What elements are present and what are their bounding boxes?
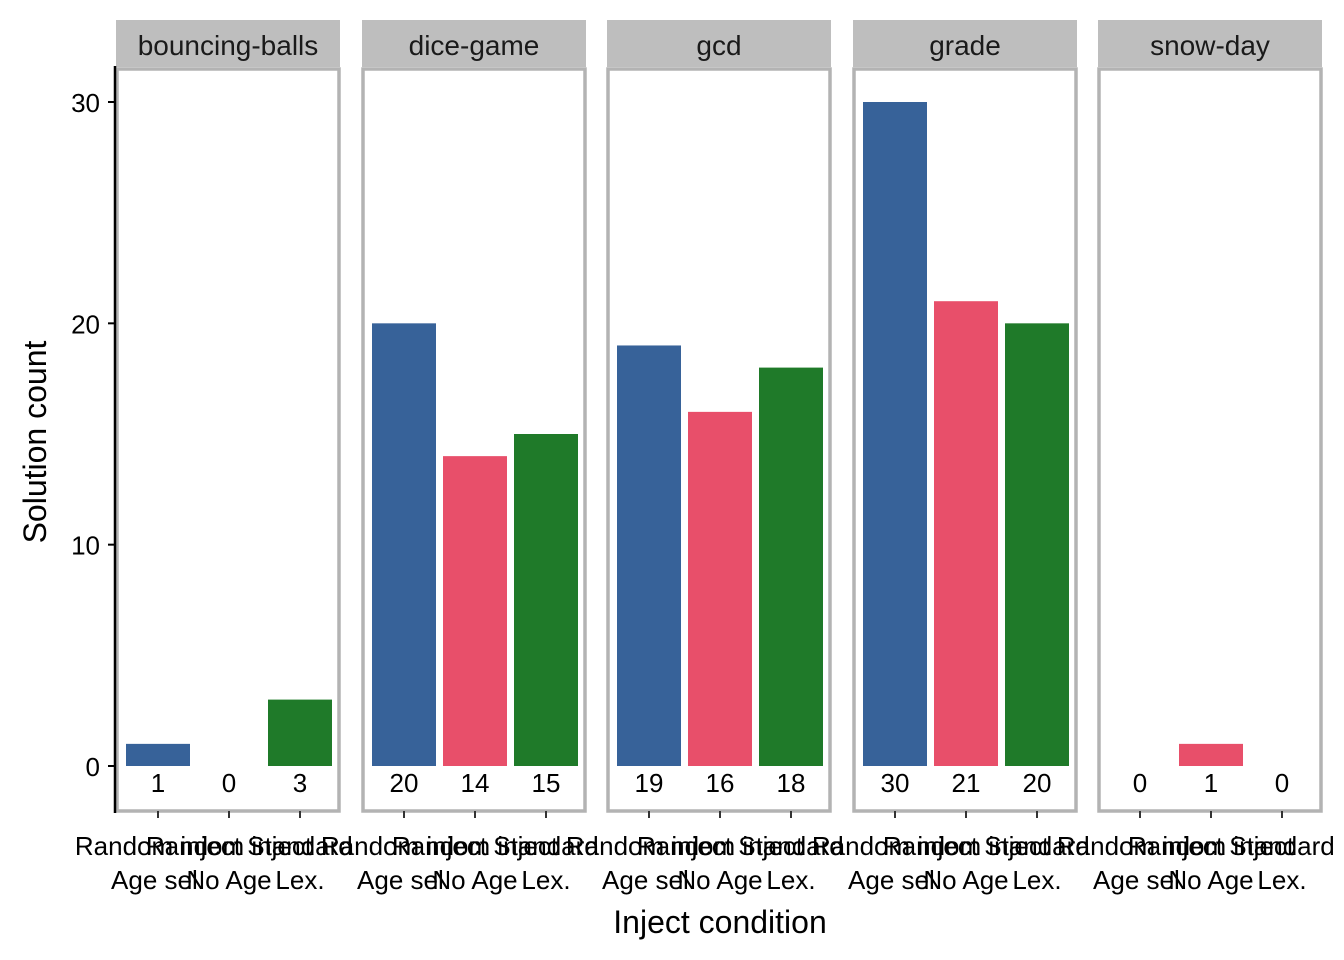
bar: [617, 345, 681, 766]
x-tick-label: Lex.: [1012, 865, 1061, 895]
x-tick-label: Random inject: [321, 831, 488, 861]
facet-strip-label: snow-day: [1150, 30, 1270, 61]
bar: [863, 102, 927, 766]
bar: [688, 411, 752, 766]
data-label: 1: [151, 768, 165, 798]
x-tick-label: No Age: [923, 865, 1008, 895]
data-label: 1: [1204, 768, 1218, 798]
y-tick-label: 20: [71, 309, 100, 339]
bar: [443, 456, 507, 766]
x-tick-label: Age sel.: [848, 865, 942, 895]
data-label: 15: [532, 768, 561, 798]
facet-strip: [1098, 20, 1322, 67]
bar: [514, 434, 578, 766]
bar: [934, 301, 998, 766]
data-label: 30: [881, 768, 910, 798]
y-tick-label: 30: [71, 88, 100, 118]
panel-border: [1097, 67, 1323, 813]
x-tick-label: Random inject: [75, 831, 242, 861]
facet-strip-label: bouncing-balls: [138, 30, 319, 61]
data-label: 0: [222, 768, 236, 798]
facet-panel-gcd: gcd 19 Random inject Age sel. 16 Random injec…: [566, 20, 844, 895]
x-tick-label: Random inject: [812, 831, 979, 861]
x-tick-label: No Age: [677, 865, 762, 895]
bar: [1179, 743, 1243, 766]
facet-strip: [607, 20, 831, 67]
x-tick-label: Random inject: [637, 831, 804, 861]
x-tick-label: No Age: [432, 865, 517, 895]
bar: [372, 323, 436, 766]
data-label: 21: [952, 768, 981, 798]
facet-panel-dice-game: dice-game 20 Random inject Age sel. 14 Random…: [321, 20, 599, 895]
x-tick-label: Age sel.: [357, 865, 451, 895]
y-axis-title: Solution count: [17, 340, 53, 543]
bar: [759, 367, 823, 766]
data-label: 18: [777, 768, 806, 798]
y-tick-label: 0: [86, 752, 100, 782]
x-tick-label: Random inject: [392, 831, 559, 861]
x-tick-label: Random inject: [1128, 831, 1295, 861]
x-axis-title: Inject condition: [613, 904, 826, 940]
data-label: 3: [293, 768, 307, 798]
y-tick-label: 10: [71, 531, 100, 561]
x-tick-label: Lex.: [1257, 865, 1306, 895]
facet-panel-bouncing-balls: bouncing-balls 1 Random inject Age sel. 0 Ran…: [75, 20, 353, 895]
x-tick-label: No Age: [1168, 865, 1253, 895]
facet-panels: bouncing-balls 1 Random inject Age sel. 0 Ran…: [75, 20, 1335, 895]
facet-strip-label: gcd: [696, 30, 741, 61]
data-label: 0: [1275, 768, 1289, 798]
x-tick-label: Age sel.: [602, 865, 696, 895]
x-tick-label: Random inject: [883, 831, 1050, 861]
x-tick-label: Lex.: [275, 865, 324, 895]
facet-strip: [853, 20, 1077, 67]
x-tick-label: Lex.: [766, 865, 815, 895]
x-tick-label: Age sel.: [111, 865, 205, 895]
facet-panel-grade: grade 30 Random inject Age sel. 21 Random inj…: [812, 20, 1090, 895]
data-label: 0: [1133, 768, 1147, 798]
x-tick-label: Standard: [738, 831, 844, 861]
bar: [268, 699, 332, 766]
bar: [126, 743, 190, 766]
x-tick-label: No Age: [186, 865, 271, 895]
bar: [1005, 323, 1069, 766]
x-tick-label: Random inject: [1057, 831, 1224, 861]
x-tick-label: Standard: [984, 831, 1090, 861]
facet-strip-label: grade: [929, 30, 1001, 61]
data-label: 14: [461, 768, 490, 798]
y-axis: 0 10 20 30: [71, 66, 117, 813]
x-tick-label: Standard: [493, 831, 599, 861]
x-tick-label: Random inject: [146, 831, 313, 861]
facet-strip: [362, 20, 586, 67]
facet-panel-snow-day: snow-day 0 Random inject Age sel. 1 Random in…: [1057, 20, 1335, 895]
facet-strip-label: dice-game: [409, 30, 540, 61]
x-tick-label: Age sel.: [1093, 865, 1187, 895]
x-tick-label: Lex.: [521, 865, 570, 895]
data-label: 16: [706, 768, 735, 798]
data-label: 20: [390, 768, 419, 798]
facet-strip: [116, 20, 340, 67]
data-label: 19: [635, 768, 664, 798]
data-label: 20: [1023, 768, 1052, 798]
x-tick-label: Random inject: [566, 831, 733, 861]
x-tick-label: Standard: [247, 831, 353, 861]
x-tick-label: Standard: [1229, 831, 1335, 861]
